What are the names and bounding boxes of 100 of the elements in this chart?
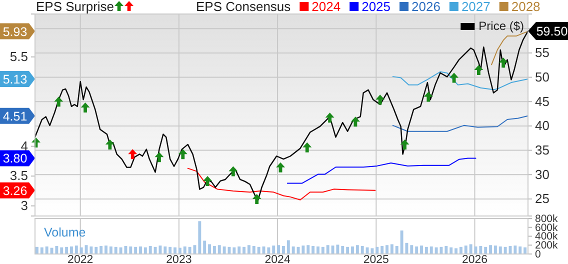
- bar: [415, 246, 418, 254]
- legend-label: 2026: [412, 0, 440, 14]
- bar: [390, 244, 394, 254]
- x-tick-label: 2023: [166, 254, 192, 264]
- bar: [504, 246, 507, 254]
- y-tick-label: 40: [535, 118, 550, 134]
- bar: [247, 245, 250, 254]
- legend-label: 2024: [312, 0, 341, 14]
- y2-tick-label: 3.80: [2, 152, 28, 166]
- point: [154, 152, 164, 162]
- bar: [144, 247, 147, 254]
- bar: [286, 240, 290, 254]
- bar: [277, 245, 280, 254]
- legend-label: Price ($): [478, 19, 524, 33]
- y2-tick-label: 3.26: [2, 184, 28, 198]
- bar: [134, 246, 138, 254]
- x-tick-label: 2024: [264, 254, 291, 264]
- bar: [498, 246, 502, 254]
- bar: [454, 248, 458, 254]
- bar: [242, 246, 246, 254]
- bar: [104, 246, 108, 254]
- x-tick-label: 2026: [462, 254, 488, 264]
- bar: [212, 246, 216, 254]
- point: [350, 116, 360, 127]
- y-tick-label: 45: [535, 94, 550, 109]
- bar: [183, 246, 186, 254]
- point: [400, 139, 410, 150]
- bar: [514, 246, 517, 254]
- line-series: [286, 158, 476, 184]
- bar: [376, 246, 379, 254]
- y-tick-label: 25: [535, 191, 550, 206]
- bar: [267, 247, 270, 254]
- bar: [164, 246, 167, 254]
- bar: [346, 246, 350, 254]
- bar: [45, 246, 48, 254]
- bar: [257, 246, 260, 254]
- bar: [148, 246, 152, 254]
- bar: [459, 246, 462, 254]
- bar: [479, 246, 482, 254]
- point: [474, 64, 484, 75]
- bar: [351, 246, 354, 254]
- bar: [386, 245, 388, 254]
- bar: [302, 246, 305, 254]
- legend-label: 2028: [511, 0, 540, 14]
- point: [424, 92, 433, 102]
- bar: [424, 246, 428, 254]
- bar: [203, 240, 206, 254]
- point: [276, 162, 286, 172]
- y2-tick-label: 4.51: [2, 109, 28, 124]
- bar: [380, 246, 384, 254]
- text: Volume: [44, 226, 86, 240]
- point: [252, 194, 262, 204]
- bar: [55, 246, 58, 254]
- bar: [198, 221, 202, 254]
- y-tick-label: 55: [535, 45, 550, 60]
- bar: [218, 245, 221, 254]
- bar: [316, 246, 320, 254]
- bar: [395, 246, 398, 254]
- point: [203, 176, 212, 186]
- bar: [360, 246, 364, 254]
- bar: [341, 246, 344, 254]
- bar: [420, 246, 423, 254]
- legend-label: 2027: [461, 0, 490, 14]
- bar: [174, 247, 176, 254]
- bar: [524, 247, 527, 254]
- bar: [114, 246, 118, 254]
- bar: [306, 245, 310, 254]
- bar: [410, 245, 414, 254]
- bar: [208, 244, 211, 254]
- point: [128, 149, 138, 160]
- y-tick-label: 30: [535, 166, 550, 182]
- bar: [321, 246, 324, 254]
- bar: [40, 247, 44, 254]
- bar: [484, 246, 488, 254]
- bar: [100, 246, 103, 254]
- y2-tick-label: 3: [20, 198, 28, 214]
- bar: [109, 246, 112, 254]
- point: [376, 94, 385, 105]
- point: [498, 58, 508, 68]
- bar: [434, 247, 438, 254]
- bar: [188, 246, 192, 254]
- bar: [464, 246, 468, 254]
- chart-title: EPS Surprise: [36, 0, 114, 14]
- bar: [494, 246, 497, 254]
- bar: [35, 246, 38, 254]
- bar: [129, 246, 132, 254]
- point: [178, 149, 188, 160]
- point: [80, 102, 90, 112]
- point: [228, 166, 238, 176]
- y-tick-label: 50: [535, 69, 550, 84]
- bar: [282, 246, 285, 254]
- y2-tick-label: 4: [20, 138, 28, 154]
- line-series: [187, 168, 376, 200]
- bar: [80, 247, 83, 254]
- bar: [232, 247, 236, 254]
- bar: [94, 246, 98, 254]
- bar: [450, 247, 453, 254]
- bar: [326, 245, 330, 254]
- bar: [469, 244, 472, 254]
- bar: [356, 245, 359, 254]
